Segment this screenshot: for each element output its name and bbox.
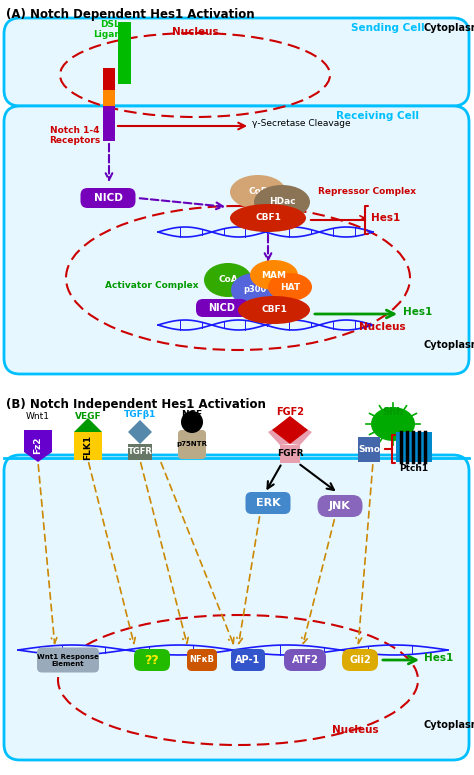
Ellipse shape [230,175,286,209]
Text: Smo: Smo [358,445,380,453]
Text: Hes1: Hes1 [424,653,453,663]
Ellipse shape [250,260,298,290]
FancyBboxPatch shape [231,649,265,671]
FancyBboxPatch shape [284,649,326,671]
Text: ATF2: ATF2 [292,655,319,665]
Text: Nucleus: Nucleus [359,322,405,332]
Text: (A) Notch Dependent Hes1 Activation: (A) Notch Dependent Hes1 Activation [6,8,255,21]
Text: Activator Complex: Activator Complex [105,281,199,290]
Text: NGF: NGF [182,410,202,419]
Ellipse shape [231,273,279,307]
Text: Nucleus: Nucleus [172,27,219,37]
Polygon shape [128,420,152,444]
Text: Gli2: Gli2 [349,655,371,665]
Bar [118,22,131,84]
Text: TGFβ1: TGFβ1 [124,410,156,419]
Text: Wnt1 Response
Element: Wnt1 Response Element [37,653,99,666]
Circle shape [181,411,203,433]
Ellipse shape [254,185,310,219]
Text: NICD: NICD [209,303,236,313]
Polygon shape [272,416,308,444]
Text: p75NTR: p75NTR [176,441,208,447]
Bar [396,432,432,462]
Text: ERK: ERK [255,498,280,508]
Ellipse shape [204,263,252,297]
Text: CoA: CoA [218,275,238,284]
Text: Ptch1: Ptch1 [400,464,428,473]
Bar [103,90,115,106]
Text: Cytoplasm: Cytoplasm [423,23,474,33]
Text: CBF1: CBF1 [261,305,287,315]
Text: Cytoplasm: Cytoplasm [423,340,474,350]
Polygon shape [290,428,312,445]
Text: p300: p300 [243,285,266,294]
Text: VEGF: VEGF [75,412,101,421]
Text: HDac: HDac [269,198,295,206]
Text: TGFR: TGFR [128,446,153,456]
Bar [103,68,115,90]
Bar [280,445,300,463]
FancyBboxPatch shape [4,18,469,106]
Ellipse shape [268,273,312,301]
Text: FGFR: FGFR [277,449,303,457]
Text: Nucleus: Nucleus [332,725,378,735]
Polygon shape [24,430,52,462]
Text: FGF2: FGF2 [276,407,304,417]
Text: ??: ?? [145,653,159,666]
FancyBboxPatch shape [178,430,206,459]
Text: FLK1: FLK1 [83,435,92,460]
Bar [74,432,102,460]
FancyBboxPatch shape [196,299,248,317]
Text: Fz2: Fz2 [34,436,43,453]
Text: AP-1: AP-1 [236,655,261,665]
Ellipse shape [230,204,306,232]
Polygon shape [74,418,102,432]
Text: γ-Secretase Cleavage: γ-Secretase Cleavage [252,119,351,128]
FancyBboxPatch shape [187,649,217,671]
Text: HAT: HAT [280,283,300,291]
Text: Receiving Cell: Receiving Cell [337,111,419,121]
Text: Wnt1: Wnt1 [26,412,50,421]
Ellipse shape [371,407,415,441]
Text: Cytoplasm: Cytoplasm [423,720,474,730]
Text: NFκB: NFκB [190,656,215,664]
Text: NICD: NICD [93,193,122,203]
Text: Sending Cell: Sending Cell [351,23,425,33]
Polygon shape [268,428,290,445]
Bar [103,106,115,141]
FancyBboxPatch shape [4,106,469,374]
FancyBboxPatch shape [81,188,136,208]
Ellipse shape [238,296,310,324]
Text: DSL
Ligand: DSL Ligand [93,20,127,40]
Text: CBF1: CBF1 [255,213,281,222]
Text: MAM: MAM [262,270,286,280]
Bar [128,444,152,460]
FancyBboxPatch shape [134,649,170,671]
FancyBboxPatch shape [37,647,99,673]
FancyBboxPatch shape [342,649,378,671]
Text: (B) Notch Independent Hes1 Activation: (B) Notch Independent Hes1 Activation [6,398,266,411]
FancyBboxPatch shape [318,495,363,517]
Text: Hes1: Hes1 [403,307,432,317]
Bar [358,437,380,462]
Text: Shh: Shh [383,407,403,417]
Text: CoR: CoR [248,188,268,197]
FancyBboxPatch shape [4,455,469,760]
Text: Repressor Complex: Repressor Complex [318,188,416,197]
Text: JNK: JNK [329,501,351,511]
FancyBboxPatch shape [246,492,291,514]
Text: Notch 1-4
Receptors: Notch 1-4 Receptors [49,126,100,146]
Text: Hes1: Hes1 [371,213,400,223]
